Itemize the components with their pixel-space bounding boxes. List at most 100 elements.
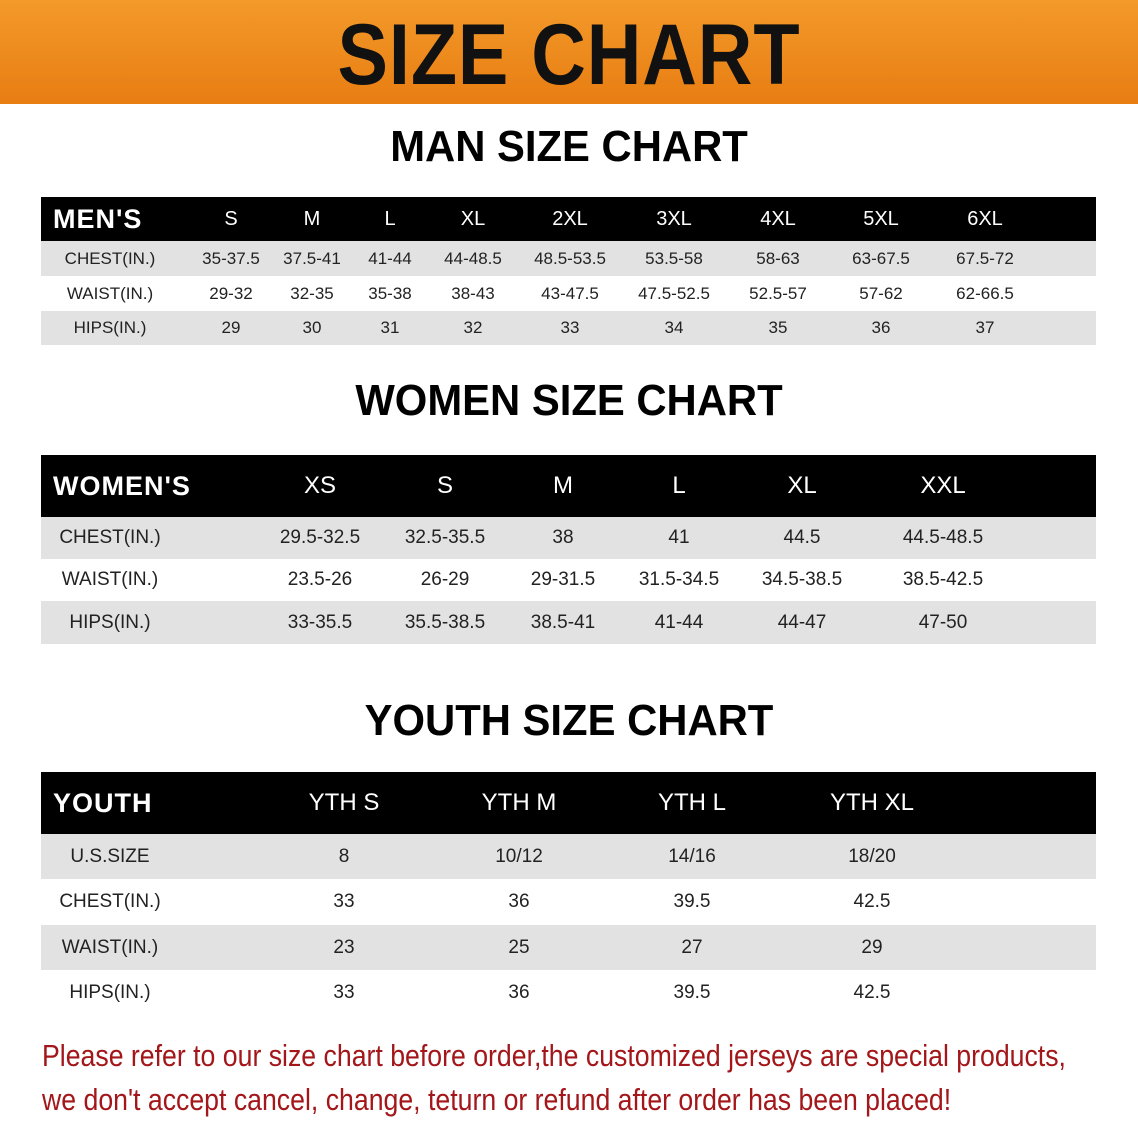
table-row: HIPS(IN.) 29 30 31 32 33 34 35 36 37 — [41, 311, 1096, 345]
row-label: U.S.SIZE — [70, 845, 150, 867]
table-cell: 67.5-72 — [956, 248, 1014, 268]
table-cell: 8 — [338, 845, 350, 867]
youth-size-table: YOUTH YTH S YTH M YTH L YTH XL U.S.SIZE 8 10/12… — [41, 772, 1096, 1015]
table-group-label: YOUTH — [53, 787, 153, 818]
table-header: WOMEN'S XS S M L XL XXL — [41, 455, 1096, 517]
size-column-header: XS — [303, 472, 337, 499]
table-cell: 35 — [768, 318, 788, 337]
table-cell: 31 — [380, 318, 400, 337]
table-cell: 48.5-53.5 — [534, 248, 606, 268]
table-row: WAIST(IN.) 23 25 27 29 — [41, 925, 1096, 970]
women-section-title: WOMEN SIZE CHART — [355, 376, 783, 425]
table-cell: 38.5-42.5 — [902, 569, 984, 590]
row-label: HIPS(IN.) — [69, 611, 151, 633]
table-cell: 35.5-38.5 — [404, 611, 486, 633]
table-cell: 41-44 — [654, 611, 704, 633]
table-cell: 38-43 — [451, 283, 495, 303]
table-cell: 47.5-52.5 — [638, 283, 710, 303]
size-column-header: S — [436, 472, 454, 499]
table-cell: 33 — [560, 318, 580, 337]
policy-note-line-2: we don't accept cancel, change, teturn o… — [42, 1082, 952, 1117]
size-column-header: 6XL — [967, 207, 1003, 230]
row-label: HIPS(IN.) — [73, 318, 147, 337]
table-cell: 44-48.5 — [444, 248, 502, 268]
size-column-header: YTH XL — [829, 789, 915, 816]
size-column-header: YTH S — [308, 789, 380, 816]
table-cell: 39.5 — [673, 981, 711, 1003]
table-cell: 37 — [975, 318, 995, 337]
table-row: WAIST(IN.) 29-32 32-35 35-38 38-43 43-47.5 47.… — [41, 276, 1096, 311]
table-cell: 33 — [333, 981, 355, 1003]
table-row: U.S.SIZE 8 10/12 14/16 18/20 — [41, 834, 1096, 879]
size-column-header: 2XL — [552, 207, 588, 230]
size-column-header: M — [303, 207, 321, 230]
table-cell: 35-37.5 — [202, 248, 260, 268]
policy-note-line-1: Please refer to our size chart before or… — [42, 1038, 1066, 1073]
row-label: WAIST(IN.) — [61, 936, 159, 958]
row-label: CHEST(IN.) — [64, 248, 156, 268]
row-label: HIPS(IN.) — [69, 981, 151, 1003]
table-cell: 37.5-41 — [283, 248, 341, 268]
table-cell: 14/16 — [668, 845, 716, 867]
size-column-header: M — [553, 472, 573, 499]
size-column-header: S — [224, 207, 238, 230]
size-column-header: 3XL — [656, 207, 692, 230]
size-column-header: 5XL — [863, 207, 899, 230]
table-cell: 29 — [221, 318, 241, 337]
table-cell: 53.5-58 — [645, 248, 703, 268]
table-cell: 44.5 — [783, 527, 821, 548]
table-row: CHEST(IN.) 35-37.5 37.5-41 41-44 44-48.5 48.5… — [41, 241, 1096, 276]
table-header: MEN'S S M L XL 2XL 3XL 4XL 5XL 6XL — [41, 197, 1096, 241]
table-header: YOUTH YTH S YTH M YTH L YTH XL — [41, 772, 1096, 834]
size-column-header: YTH M — [481, 789, 557, 816]
table-cell: 10/12 — [495, 845, 543, 867]
table-cell: 58-63 — [756, 248, 800, 268]
table-cell: 38 — [552, 527, 574, 548]
youth-section-title: YOUTH SIZE CHART — [364, 696, 774, 745]
table-cell: 25 — [508, 936, 530, 958]
table-cell: 29.5-32.5 — [279, 527, 361, 548]
table-cell: 32 — [463, 318, 483, 337]
table-cell: 32-35 — [290, 283, 334, 303]
size-column-header: YTH L — [657, 789, 727, 816]
table-cell: 33 — [333, 891, 355, 912]
table-cell: 34 — [664, 318, 684, 337]
row-label: WAIST(IN.) — [61, 569, 159, 590]
table-cell: 34.5-38.5 — [761, 569, 843, 590]
table-cell: 31.5-34.5 — [638, 569, 720, 590]
men-section-title: MAN SIZE CHART — [390, 122, 748, 171]
table-group-label: MEN'S — [53, 203, 143, 234]
size-column-header: L — [384, 207, 396, 230]
table-cell: 18/20 — [848, 845, 896, 867]
row-label: WAIST(IN.) — [66, 283, 154, 303]
table-cell: 44-47 — [777, 611, 827, 633]
row-label: CHEST(IN.) — [59, 527, 161, 548]
table-cell: 33-35.5 — [287, 611, 353, 633]
table-cell: 27 — [681, 936, 703, 958]
size-column-header: L — [672, 472, 686, 499]
row-label: CHEST(IN.) — [59, 891, 161, 912]
table-row: CHEST(IN.) 29.5-32.5 32.5-35.5 38 41 44.5 44.5… — [41, 517, 1096, 559]
table-cell: 41-44 — [368, 248, 412, 268]
table-cell: 35-38 — [368, 283, 412, 303]
table-row: HIPS(IN.) 33-35.5 35.5-38.5 38.5-41 41-44 44-… — [41, 601, 1096, 644]
table-cell: 57-62 — [859, 283, 903, 303]
table-cell: 47-50 — [918, 611, 968, 633]
table-cell: 36 — [508, 891, 530, 912]
size-column-header: XXL — [920, 472, 966, 499]
table-cell: 32.5-35.5 — [404, 527, 486, 548]
table-cell: 42.5 — [853, 891, 891, 912]
table-cell: 36 — [508, 981, 530, 1003]
table-cell: 38.5-41 — [530, 611, 596, 633]
table-group-label: WOMEN'S — [53, 470, 191, 501]
table-cell: 42.5 — [853, 981, 891, 1003]
table-row: HIPS(IN.) 33 36 39.5 42.5 — [41, 970, 1096, 1015]
table-cell: 29 — [861, 936, 883, 958]
table-cell: 41 — [668, 527, 690, 548]
men-size-table: MEN'S S M L XL 2XL 3XL 4XL 5XL 6XL CHEST(IN.) 35-37… — [41, 197, 1096, 345]
table-cell: 23.5-26 — [287, 569, 353, 590]
size-column-header: 4XL — [760, 207, 796, 230]
size-column-header: XL — [460, 207, 486, 230]
title-banner: SIZE CHART — [0, 0, 1138, 104]
table-cell: 30 — [302, 318, 322, 337]
